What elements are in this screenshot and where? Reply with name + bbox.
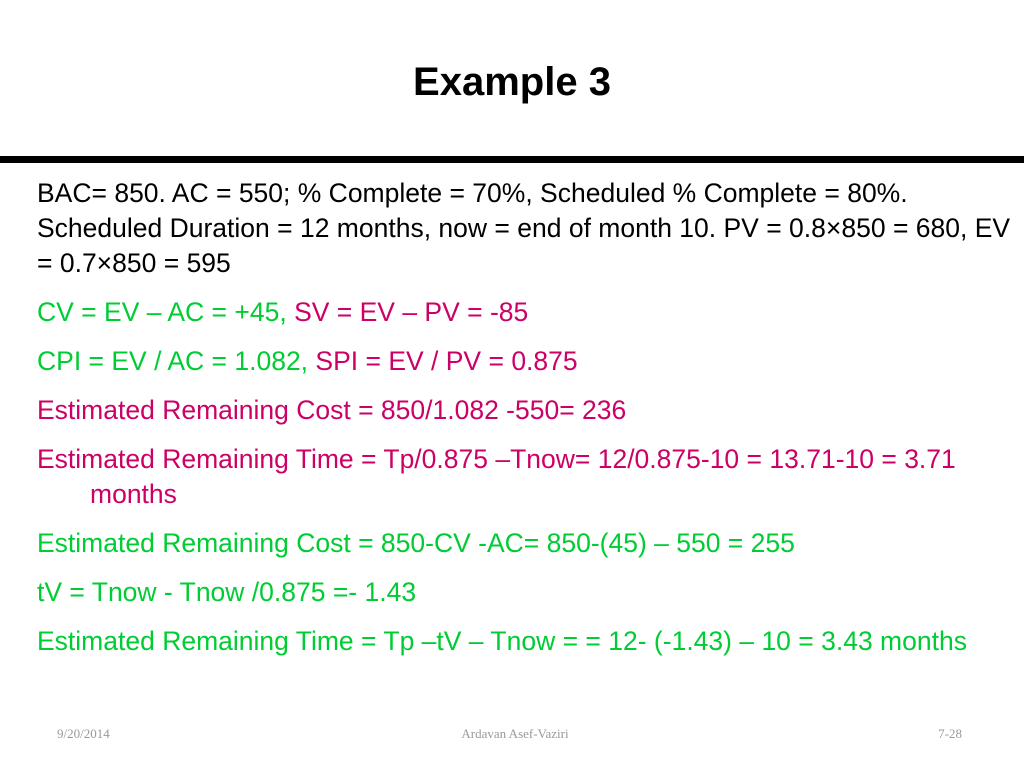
footer-page-number: 7-28 xyxy=(938,726,962,741)
remaining-cost-line-1: Estimated Remaining Cost = 850/1.082 -55… xyxy=(37,395,627,425)
spi-text: SPI = EV / PV = 0.875 xyxy=(308,346,578,376)
slide-body: BAC= 850. AC = 550; % Complete = 70%, Sc… xyxy=(37,176,1012,673)
remaining-cost-line-2: Estimated Remaining Cost = 850-CV -AC= 8… xyxy=(37,528,795,558)
slide-title: Example 3 xyxy=(413,60,611,104)
sv-text: SV = EV – PV = -85 xyxy=(286,297,529,327)
tv-line: tV = Tnow - Tnow /0.875 =- 1.43 xyxy=(37,577,417,607)
remaining-time-line-1: Estimated Remaining Time = Tp/0.875 –Tno… xyxy=(37,444,956,509)
footer-date: 9/20/2014 xyxy=(57,726,110,741)
cv-text: CV = EV – AC = +45, xyxy=(37,297,287,327)
index-line: CPI = EV / AC = 1.082, SPI = EV / PV = 0… xyxy=(37,344,1012,379)
cpi-text: CPI = EV / AC = 1.082, xyxy=(37,346,309,376)
footer-author: Ardavan Asef-Vaziri xyxy=(461,726,569,741)
title-divider xyxy=(0,156,1024,163)
intro-text: BAC= 850. AC = 550; % Complete = 70%, Sc… xyxy=(37,178,1011,278)
variance-line: CV = EV – AC = +45, SV = EV – PV = -85 xyxy=(37,295,1012,330)
remaining-time-line-2: Estimated Remaining Time = Tp –tV – Tnow… xyxy=(37,626,967,656)
